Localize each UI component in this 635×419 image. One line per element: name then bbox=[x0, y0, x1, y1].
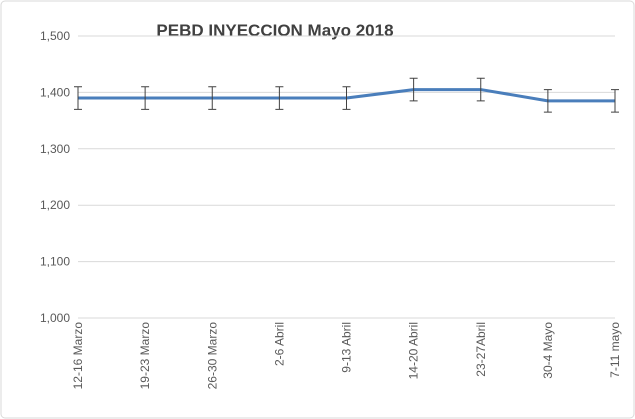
error-bar bbox=[141, 86, 150, 110]
error-bar bbox=[74, 86, 82, 110]
error-bar bbox=[342, 86, 351, 110]
error-bar bbox=[476, 77, 485, 102]
x-tick-label: 9-13 Abril bbox=[340, 322, 354, 373]
y-tick-label: 1,000 bbox=[40, 311, 70, 325]
x-tick-label: 12-16 Marzo bbox=[71, 322, 85, 390]
y-tick-label: 1,100 bbox=[40, 255, 70, 269]
chart-title: PEBD INYECCION Mayo 2018 bbox=[156, 21, 393, 40]
error-bar bbox=[409, 77, 418, 102]
y-tick-label: 1,400 bbox=[40, 85, 70, 99]
x-tick-label: 23-27Abril bbox=[474, 322, 488, 377]
x-tick-label: 26-30 Marzo bbox=[205, 322, 219, 390]
error-bar bbox=[543, 89, 552, 113]
x-tick-label: 2-6 Abril bbox=[272, 322, 286, 366]
y-tick-label: 1,300 bbox=[40, 142, 70, 156]
x-tick-label: 7-11 mayo bbox=[608, 322, 622, 378]
error-bar bbox=[611, 89, 619, 113]
error-bar bbox=[208, 86, 217, 110]
x-tick-label: 19-23 Marzo bbox=[138, 322, 152, 390]
y-tick-label: 1,500 bbox=[40, 29, 70, 43]
x-tick-label: 30-4 Mayo bbox=[541, 322, 555, 379]
y-tick-label: 1,200 bbox=[40, 198, 70, 212]
error-bar bbox=[275, 86, 284, 110]
x-tick-label: 14-20 Abril bbox=[407, 322, 421, 379]
